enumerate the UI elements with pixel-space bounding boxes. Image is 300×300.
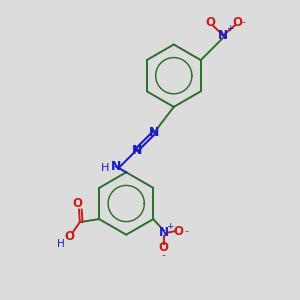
Text: O: O: [206, 16, 216, 29]
Text: N: N: [159, 226, 169, 239]
Text: -: -: [162, 250, 166, 260]
Text: +: +: [226, 24, 233, 33]
Text: O: O: [159, 241, 169, 254]
Text: N: N: [218, 29, 228, 42]
Text: N: N: [111, 160, 121, 173]
Text: -: -: [242, 17, 246, 27]
Text: O: O: [64, 230, 74, 243]
Text: N: N: [131, 143, 142, 157]
Text: -: -: [184, 226, 188, 236]
Text: N: N: [149, 126, 160, 139]
Text: O: O: [232, 16, 242, 29]
Text: O: O: [72, 197, 82, 210]
Text: H: H: [100, 163, 109, 173]
Text: O: O: [173, 225, 183, 238]
Text: +: +: [167, 222, 174, 231]
Text: H: H: [57, 239, 64, 249]
